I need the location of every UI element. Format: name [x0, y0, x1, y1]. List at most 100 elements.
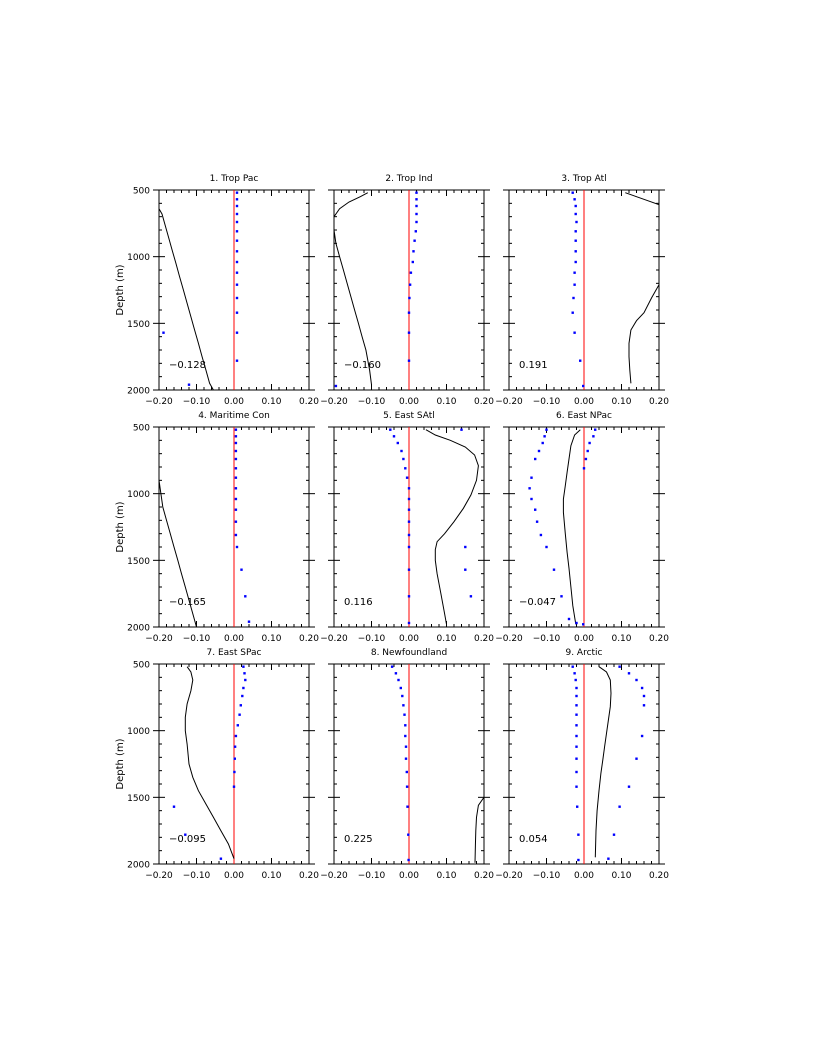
panel-1: 1. Trop Pac −0.128 −0.20 −0.10 0.00 0.10 0.20 5… [115, 174, 319, 407]
data-dot [389, 428, 392, 431]
data-dot [575, 694, 578, 698]
data-dot [539, 533, 543, 537]
data-dot [612, 833, 616, 836]
data-dot [571, 191, 574, 194]
x-tick-label: −0.20 [145, 397, 173, 407]
data-dot [400, 449, 403, 453]
x-tick-label: −0.20 [495, 634, 523, 644]
data-dot [407, 533, 411, 537]
x-tick-label: 0.20 [474, 397, 494, 407]
data-dot [552, 568, 556, 571]
x-tick-label: 0.00 [224, 397, 244, 407]
data-dot [572, 296, 575, 300]
data-dot [607, 857, 610, 860]
panel-value-label: −0.128 [169, 360, 206, 371]
data-dot [627, 672, 631, 675]
data-dot [407, 858, 410, 862]
data-dot [574, 204, 577, 208]
panel-value-label: −0.165 [169, 597, 206, 608]
data-dot [575, 757, 578, 760]
data-dot [574, 230, 577, 233]
data-dot [172, 805, 176, 808]
data-dot [392, 435, 396, 438]
data-dot [567, 617, 571, 621]
data-dot [235, 271, 239, 274]
data-dot [573, 271, 576, 274]
data-dot [579, 359, 582, 362]
data-dot [534, 457, 537, 461]
data-dot [247, 620, 251, 623]
data-dot [235, 239, 239, 242]
x-tick-label: 0.20 [299, 634, 319, 644]
data-dot [586, 449, 589, 453]
data-dot [537, 449, 541, 453]
data-dot [575, 734, 578, 738]
panel-value-label: −0.160 [344, 360, 381, 371]
data-dot [407, 568, 411, 571]
data-dot [407, 545, 411, 549]
data-dot [407, 595, 411, 598]
data-dot [244, 595, 247, 598]
data-dot [235, 296, 239, 300]
x-tick-label: 0.00 [574, 397, 594, 407]
data-dot [235, 204, 239, 208]
data-dot [397, 678, 400, 682]
x-tick-label: 0.00 [224, 634, 244, 644]
panel-title: 3. Trop Atl [561, 174, 606, 184]
data-dot [573, 198, 576, 201]
panel-8: 8. Newfoundland 0.225 −0.20 −0.10 0.00 0.10 0.… [320, 648, 494, 881]
data-dot [234, 435, 238, 438]
x-tick-label: −0.10 [358, 871, 386, 881]
data-dot [545, 545, 548, 549]
x-tick-label: −0.20 [320, 397, 348, 407]
data-dot [404, 745, 408, 748]
data-dot [574, 239, 577, 242]
x-tick-label: 0.00 [399, 871, 419, 881]
data-dot [460, 428, 463, 431]
data-dot [415, 191, 418, 194]
data-dot [576, 805, 579, 808]
data-dot [235, 198, 239, 201]
data-dot [577, 858, 580, 862]
data-dot [184, 833, 187, 836]
data-dot [545, 428, 548, 431]
data-dot [241, 694, 244, 698]
data-dot [574, 260, 577, 264]
data-dot [574, 250, 577, 253]
data-dot [239, 704, 242, 707]
x-tick-label: 0.00 [224, 871, 244, 881]
data-dot [408, 296, 411, 300]
data-dot [407, 520, 411, 523]
y-tick-label: 500 [133, 187, 150, 197]
x-tick-label: 0.10 [436, 634, 456, 644]
panel-title: 8. Newfoundland [371, 648, 447, 658]
data-dot [411, 260, 414, 264]
data-dot [627, 785, 631, 788]
data-dot [415, 212, 418, 216]
y-axis-label: Depth (m) [115, 264, 126, 315]
x-tick-label: −0.10 [533, 397, 561, 407]
data-dot [242, 686, 245, 690]
x-tick-label: 0.10 [436, 397, 456, 407]
data-dot [575, 704, 578, 707]
data-dot [244, 678, 247, 682]
panel-value-label: −0.095 [169, 834, 206, 845]
data-dot [235, 283, 239, 286]
data-dot [407, 311, 411, 314]
x-tick-label: 0.20 [474, 634, 494, 644]
data-dot [235, 545, 239, 549]
data-dot [234, 441, 238, 445]
panel-title: 7. East SPac [207, 648, 262, 658]
x-tick-label: 0.10 [611, 397, 631, 407]
data-dot [573, 283, 576, 286]
data-dot [541, 441, 544, 445]
data-dot [394, 672, 398, 675]
data-dot [234, 476, 238, 479]
x-tick-label: −0.10 [358, 397, 386, 407]
data-dot [235, 311, 239, 314]
data-dot [242, 665, 245, 668]
data-dot [233, 745, 237, 748]
profile-line [474, 797, 484, 863]
data-dot [234, 520, 238, 523]
y-tick-label: 1500 [127, 557, 150, 567]
